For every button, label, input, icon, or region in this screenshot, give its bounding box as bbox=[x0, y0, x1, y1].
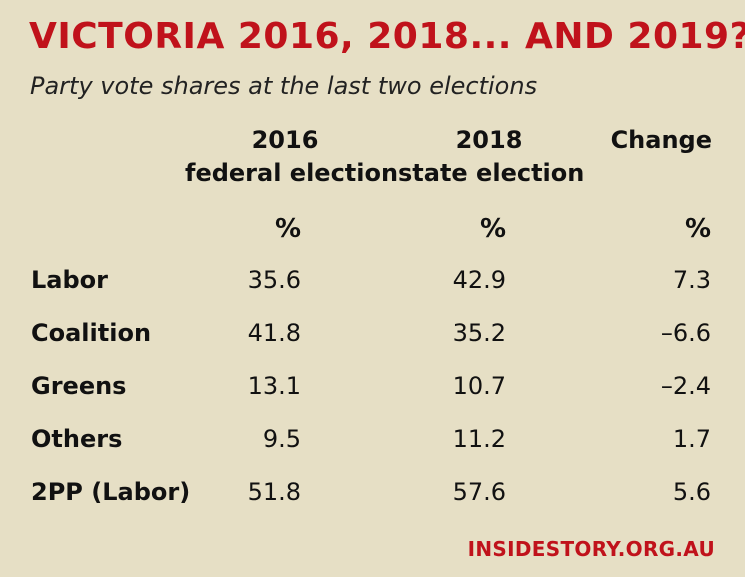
cell-2016: 13.1 bbox=[247, 372, 301, 400]
row-label: Labor bbox=[31, 266, 108, 294]
table-row-coalition: Coalition 41.8 35.2 –6.6 bbox=[0, 319, 745, 359]
cell-2016: 9.5 bbox=[262, 425, 301, 453]
cell-2016: 35.6 bbox=[247, 266, 301, 294]
column-header-2018: 2018 state election bbox=[398, 124, 585, 190]
cell-2018: 57.6 bbox=[452, 478, 506, 506]
column-header-2018-desc: state election bbox=[398, 159, 585, 187]
row-label: Coalition bbox=[31, 319, 152, 347]
unit-label-2016: % bbox=[274, 214, 301, 244]
table-row-greens: Greens 13.1 10.7 –2.4 bbox=[0, 372, 745, 412]
cell-2018: 11.2 bbox=[452, 425, 506, 453]
unit-label-2018: % bbox=[479, 214, 506, 244]
cell-change: –2.4 bbox=[660, 372, 711, 400]
cell-2016: 51.8 bbox=[247, 478, 301, 506]
cell-change: 1.7 bbox=[672, 425, 711, 453]
row-label: Greens bbox=[31, 372, 127, 400]
source-credit: INSIDESTORY.ORG.AU bbox=[467, 537, 715, 561]
column-header-change: Change bbox=[611, 124, 712, 157]
chart-title: VICTORIA 2016, 2018... AND 2019? bbox=[29, 16, 745, 57]
column-header-2016-desc: federal election bbox=[185, 159, 399, 187]
table-row-2pp-labor: 2PP (Labor) 51.8 57.6 5.6 bbox=[0, 478, 745, 518]
row-label: Others bbox=[31, 425, 123, 453]
table-row-labor: Labor 35.6 42.9 7.3 bbox=[0, 266, 745, 306]
row-label: 2PP (Labor) bbox=[31, 478, 191, 506]
column-header-change-label: Change bbox=[610, 126, 712, 154]
cell-2018: 10.7 bbox=[452, 372, 506, 400]
cell-2018: 42.9 bbox=[452, 266, 506, 294]
cell-2016: 41.8 bbox=[247, 319, 301, 347]
unit-label-change: % bbox=[684, 214, 711, 244]
cell-change: –6.6 bbox=[660, 319, 711, 347]
cell-change: 7.3 bbox=[672, 266, 711, 294]
column-header-2016-year: 2016 bbox=[251, 126, 319, 154]
table-row-others: Others 9.5 11.2 1.7 bbox=[0, 425, 745, 465]
column-header-2018-year: 2018 bbox=[455, 126, 523, 154]
chart-subtitle: Party vote shares at the last two electi… bbox=[30, 72, 538, 100]
cell-2018: 35.2 bbox=[452, 319, 506, 347]
cell-change: 5.6 bbox=[672, 478, 711, 506]
column-header-2016: 2016 federal election bbox=[185, 124, 399, 190]
